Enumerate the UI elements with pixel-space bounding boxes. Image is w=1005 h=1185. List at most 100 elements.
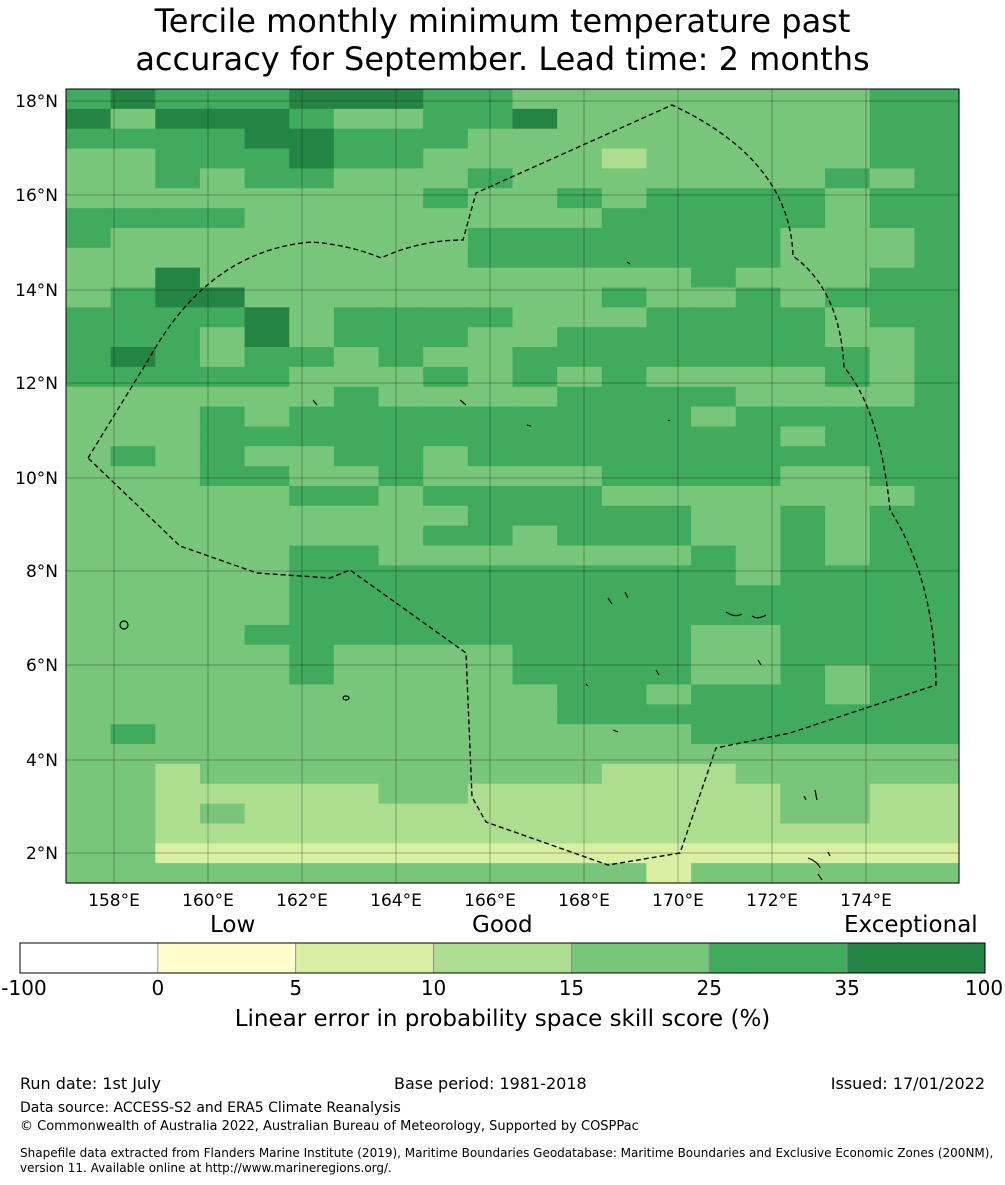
grid-cell (199, 486, 246, 507)
grid-cell (199, 823, 246, 844)
grid-cell (914, 148, 960, 169)
grid-cell (110, 565, 156, 586)
grid-cell (110, 505, 156, 527)
grid-cell (244, 486, 290, 507)
grid-cell (378, 406, 424, 428)
grid-cell (110, 724, 156, 745)
grid-cell (66, 605, 112, 626)
grid-cell (825, 486, 871, 507)
grid-cell (691, 188, 737, 209)
grid-cell (646, 327, 692, 348)
grid-cell (110, 863, 156, 884)
grid-cell (691, 347, 737, 368)
grid-cell (467, 644, 514, 666)
colorbar-tick-label: 100 (964, 976, 1004, 1000)
grid-cell (467, 724, 514, 745)
colorbar-segment (19, 942, 159, 974)
grid-cell (199, 208, 246, 229)
grid-cell (199, 287, 246, 308)
grid-cell (110, 208, 156, 229)
grid-cell (155, 108, 201, 130)
grid-cell (512, 624, 558, 646)
grid-cell (825, 744, 871, 765)
grid-cell (914, 744, 960, 765)
grid-cell (646, 843, 692, 864)
grid-cell (825, 446, 871, 467)
grid-cell (155, 446, 201, 467)
grid-cell (289, 505, 335, 527)
grid-cell (423, 327, 469, 348)
grid-cell (512, 704, 558, 725)
grid-cell (467, 208, 514, 229)
grid-cell (646, 744, 692, 765)
grid-cell (110, 307, 156, 328)
grid-cell (467, 466, 514, 487)
grid-cell (601, 585, 648, 606)
grid-cell (512, 803, 558, 825)
grid-cell (646, 267, 692, 289)
grid-cell (155, 307, 201, 328)
grid-cell (289, 466, 335, 487)
grid-cell (199, 227, 246, 249)
grid-cell (333, 89, 380, 110)
grid-cell (244, 466, 290, 487)
grid-cell (155, 565, 201, 586)
grid-cell (333, 128, 380, 150)
longitude-tick-label: 174°E (840, 891, 892, 911)
grid-cell (557, 763, 603, 785)
colorbar-tick-label: 0 (151, 976, 165, 1000)
grid-cell (646, 704, 692, 725)
grid-cell (691, 843, 737, 864)
grid-cell (423, 406, 469, 428)
grid-cell (244, 406, 290, 428)
grid-cell (467, 247, 514, 269)
grid-cell (601, 684, 648, 705)
grid-cell (601, 525, 648, 547)
grid-cell (199, 605, 246, 626)
grid-cell (691, 545, 737, 566)
island-outline (607, 591, 629, 605)
grid-cell (601, 863, 648, 884)
grid-cell (557, 565, 603, 586)
grid-cell (512, 585, 558, 606)
grid-cell (155, 843, 201, 864)
grid-cell (914, 366, 960, 388)
grid-cell (646, 684, 692, 705)
grid-cell (199, 545, 246, 566)
grid-cell (735, 466, 781, 487)
grid-cell (467, 486, 514, 507)
grid-cell (289, 763, 335, 785)
grid-cell (512, 208, 558, 229)
grid-cell (289, 823, 335, 844)
base-period: Base period: 1981-2018 (394, 1074, 587, 1093)
grid-cell (110, 843, 156, 864)
grid-cell (199, 347, 246, 368)
grid-cell (66, 763, 112, 785)
grid-cell (66, 406, 112, 428)
grid-cell (66, 744, 112, 765)
grid-cell (869, 664, 915, 686)
grid-cell (557, 783, 603, 805)
grid-cell (512, 89, 558, 110)
grid-cell (378, 724, 424, 745)
grid-cell (155, 128, 201, 150)
grid-cell (467, 605, 514, 626)
grid-cell (557, 624, 603, 646)
grid-cell (601, 426, 648, 447)
grid-cell (780, 803, 826, 825)
grid-cell (691, 327, 737, 348)
grid-cell (378, 267, 424, 289)
grid-cell (512, 565, 558, 586)
grid-cell (244, 624, 290, 646)
grid-cell (601, 89, 648, 110)
grid-cell (66, 704, 112, 725)
grid-cell (601, 545, 648, 566)
grid-cell (691, 724, 737, 745)
grid-cell (244, 307, 290, 328)
grid-cell (512, 724, 558, 745)
grid-cell (155, 406, 201, 428)
longitude-tick-label: 162°E (276, 891, 328, 911)
grid-cell (155, 664, 201, 686)
grid-cell (155, 466, 201, 487)
grid-cell (557, 466, 603, 487)
